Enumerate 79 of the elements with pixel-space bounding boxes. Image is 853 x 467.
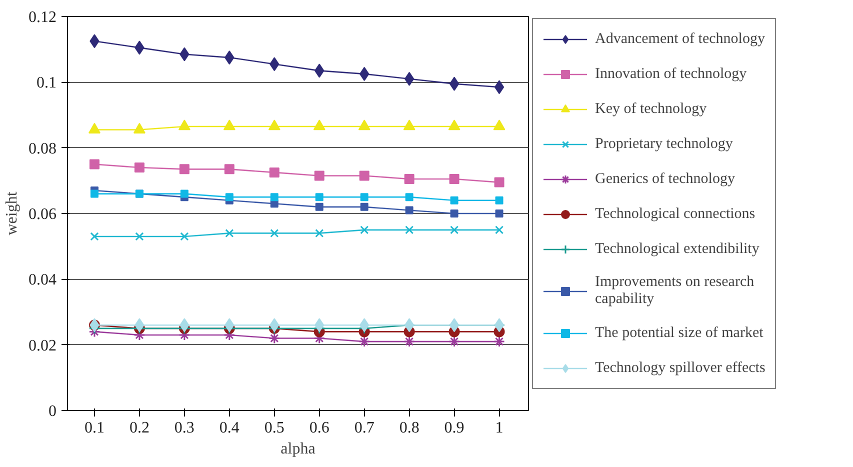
point bbox=[270, 228, 279, 238]
point bbox=[269, 167, 280, 178]
point bbox=[359, 170, 370, 181]
point bbox=[90, 190, 98, 198]
point bbox=[403, 120, 416, 130]
point bbox=[358, 120, 370, 130]
point bbox=[180, 190, 188, 198]
point bbox=[315, 193, 324, 202]
legend-label: Generics of technology bbox=[595, 170, 735, 188]
point bbox=[225, 228, 234, 238]
point bbox=[134, 162, 144, 173]
point bbox=[448, 336, 460, 348]
point bbox=[89, 159, 100, 170]
point bbox=[270, 193, 278, 202]
x-tick-label: 0.9 bbox=[444, 420, 464, 436]
x-tick-label: 1 bbox=[495, 420, 504, 436]
point bbox=[225, 193, 234, 202]
point bbox=[360, 202, 368, 211]
point bbox=[494, 226, 504, 234]
point bbox=[494, 336, 506, 348]
y-tick-label: 0.08 bbox=[28, 140, 56, 158]
point bbox=[405, 206, 414, 214]
x-tick-label: 0.5 bbox=[264, 420, 284, 436]
point bbox=[315, 228, 324, 238]
y-tick-label: 0.1 bbox=[36, 74, 56, 92]
x-tick-label: 0.1 bbox=[84, 420, 104, 436]
legend-label: Technological connections bbox=[595, 206, 756, 222]
point bbox=[448, 120, 460, 130]
legend-label: Innovation of technology bbox=[595, 66, 747, 82]
x-tick-label: 0.4 bbox=[219, 420, 240, 436]
x-tick-label: 0.3 bbox=[174, 420, 194, 436]
point bbox=[404, 174, 414, 184]
point bbox=[494, 80, 504, 94]
legend-label: Key of technology bbox=[595, 100, 707, 118]
point bbox=[449, 76, 460, 91]
point bbox=[358, 336, 370, 348]
point bbox=[178, 120, 190, 130]
point bbox=[90, 232, 99, 241]
point bbox=[449, 174, 460, 184]
point bbox=[360, 226, 369, 234]
legend-label: Technology spillover effects bbox=[595, 360, 766, 376]
point bbox=[135, 232, 144, 241]
point bbox=[360, 193, 368, 202]
point bbox=[313, 120, 326, 130]
point bbox=[404, 336, 416, 348]
x-tick-label: 0.8 bbox=[399, 420, 420, 436]
y-tick-label: 0.06 bbox=[28, 206, 56, 223]
x-tick-label: 0.6 bbox=[309, 420, 330, 436]
y-tick-label: 0 bbox=[48, 403, 56, 420]
point bbox=[315, 202, 324, 211]
point bbox=[180, 232, 189, 241]
legend-label: Technological extendibility bbox=[595, 240, 760, 258]
point bbox=[495, 196, 504, 204]
x-tick-label: 0.2 bbox=[129, 420, 150, 436]
point bbox=[223, 120, 236, 130]
point bbox=[450, 226, 459, 234]
point bbox=[268, 120, 280, 130]
point bbox=[314, 170, 324, 181]
point bbox=[450, 210, 458, 218]
point bbox=[494, 177, 504, 188]
point bbox=[179, 164, 190, 174]
point bbox=[405, 226, 414, 234]
point bbox=[495, 210, 504, 218]
legend-label: The potential size of market bbox=[595, 324, 764, 342]
point bbox=[404, 72, 414, 86]
legend-label: Improvements on research capability bbox=[595, 274, 754, 308]
y-tick-label: 0.12 bbox=[28, 9, 56, 26]
x-axis-title: alpha bbox=[280, 440, 316, 458]
point bbox=[268, 332, 280, 344]
point bbox=[493, 120, 506, 130]
point bbox=[224, 164, 234, 174]
y-axis-title: weight bbox=[4, 191, 20, 236]
y-tick-label: 0.02 bbox=[28, 337, 56, 354]
y-tick-label: 0.04 bbox=[28, 272, 56, 289]
x-tick-label: 0.7 bbox=[354, 420, 374, 436]
point bbox=[450, 196, 458, 204]
legend-label: Advancement of technology bbox=[595, 30, 765, 48]
legend-label: Proprietary technology bbox=[595, 136, 733, 152]
point bbox=[405, 193, 414, 202]
